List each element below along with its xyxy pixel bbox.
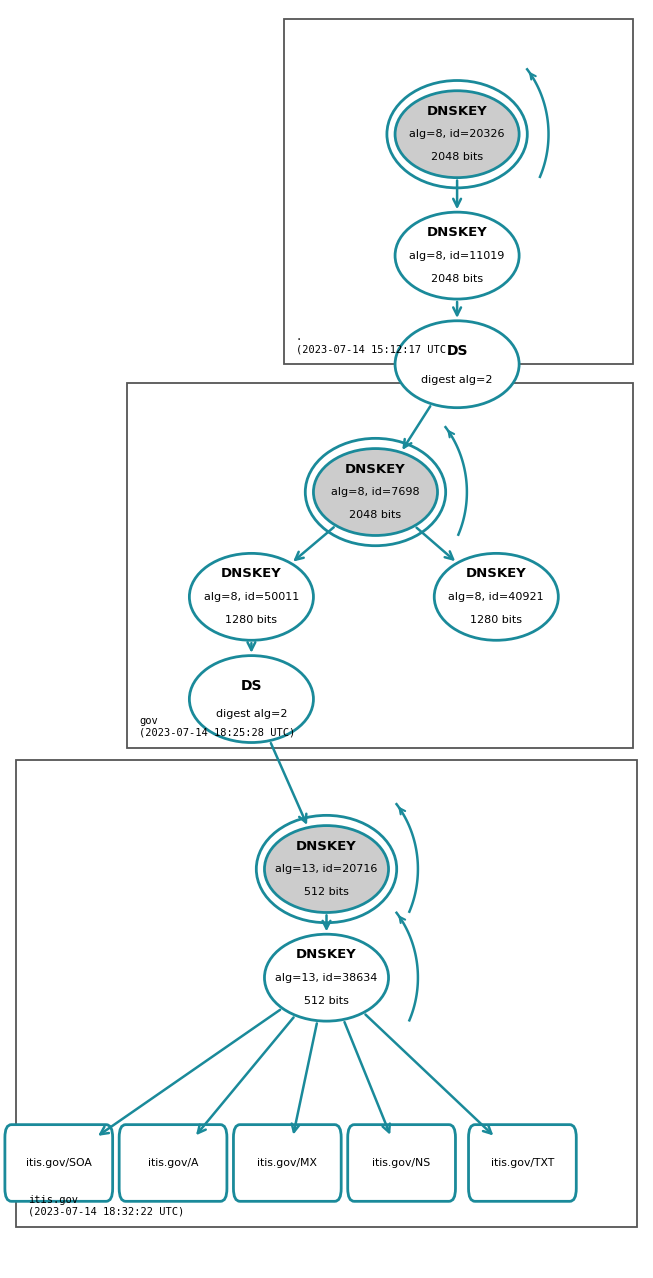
Text: alg=13, id=38634: alg=13, id=38634 — [276, 973, 377, 983]
Text: digest alg=2: digest alg=2 — [421, 374, 493, 385]
FancyBboxPatch shape — [234, 1125, 341, 1201]
Ellipse shape — [256, 815, 396, 923]
Text: DNSKEY: DNSKEY — [466, 567, 527, 580]
Text: DNSKEY: DNSKEY — [221, 567, 282, 580]
Ellipse shape — [264, 826, 389, 912]
Ellipse shape — [387, 81, 527, 188]
Text: alg=8, id=50011: alg=8, id=50011 — [204, 592, 299, 602]
Ellipse shape — [313, 449, 438, 535]
Ellipse shape — [305, 438, 445, 546]
Text: digest alg=2: digest alg=2 — [215, 709, 287, 720]
Ellipse shape — [434, 553, 558, 640]
Text: alg=8, id=11019: alg=8, id=11019 — [409, 250, 505, 261]
FancyBboxPatch shape — [284, 19, 633, 364]
Text: DS: DS — [241, 680, 262, 693]
Text: 1280 bits: 1280 bits — [470, 615, 522, 625]
Ellipse shape — [395, 91, 519, 178]
Text: itis.gov/NS: itis.gov/NS — [372, 1158, 431, 1168]
Text: DNSKEY: DNSKEY — [426, 226, 488, 239]
Text: alg=8, id=20326: alg=8, id=20326 — [409, 129, 505, 139]
FancyBboxPatch shape — [347, 1125, 455, 1201]
FancyBboxPatch shape — [119, 1125, 227, 1201]
Ellipse shape — [264, 934, 389, 1021]
Text: DNSKEY: DNSKEY — [296, 948, 357, 961]
FancyBboxPatch shape — [468, 1125, 576, 1201]
Text: itis.gov
(2023-07-14 18:32:22 UTC): itis.gov (2023-07-14 18:32:22 UTC) — [28, 1195, 184, 1217]
Text: itis.gov/A: itis.gov/A — [148, 1158, 199, 1168]
Ellipse shape — [395, 321, 519, 408]
Text: 2048 bits: 2048 bits — [349, 510, 402, 520]
Text: 2048 bits: 2048 bits — [431, 152, 483, 162]
Text: DNSKEY: DNSKEY — [296, 840, 357, 852]
Ellipse shape — [189, 656, 313, 743]
FancyBboxPatch shape — [127, 383, 633, 748]
Text: alg=8, id=40921: alg=8, id=40921 — [449, 592, 544, 602]
Text: 2048 bits: 2048 bits — [431, 273, 483, 284]
Text: gov
(2023-07-14 18:25:28 UTC): gov (2023-07-14 18:25:28 UTC) — [139, 716, 295, 737]
Text: DS: DS — [447, 345, 468, 358]
Text: alg=13, id=20716: alg=13, id=20716 — [276, 864, 377, 874]
Ellipse shape — [189, 553, 313, 640]
FancyBboxPatch shape — [16, 760, 637, 1227]
Text: 512 bits: 512 bits — [304, 996, 349, 1006]
Text: itis.gov/SOA: itis.gov/SOA — [26, 1158, 91, 1168]
Text: itis.gov/TXT: itis.gov/TXT — [491, 1158, 554, 1168]
Text: itis.gov/MX: itis.gov/MX — [257, 1158, 317, 1168]
Ellipse shape — [395, 212, 519, 299]
Text: DNSKEY: DNSKEY — [345, 463, 406, 475]
FancyBboxPatch shape — [5, 1125, 112, 1201]
Text: 1280 bits: 1280 bits — [225, 615, 278, 625]
Text: 512 bits: 512 bits — [304, 887, 349, 897]
Text: .
(2023-07-14 15:12:17 UTC): . (2023-07-14 15:12:17 UTC) — [296, 332, 452, 354]
Text: DNSKEY: DNSKEY — [426, 105, 488, 118]
Text: alg=8, id=7698: alg=8, id=7698 — [331, 487, 420, 497]
